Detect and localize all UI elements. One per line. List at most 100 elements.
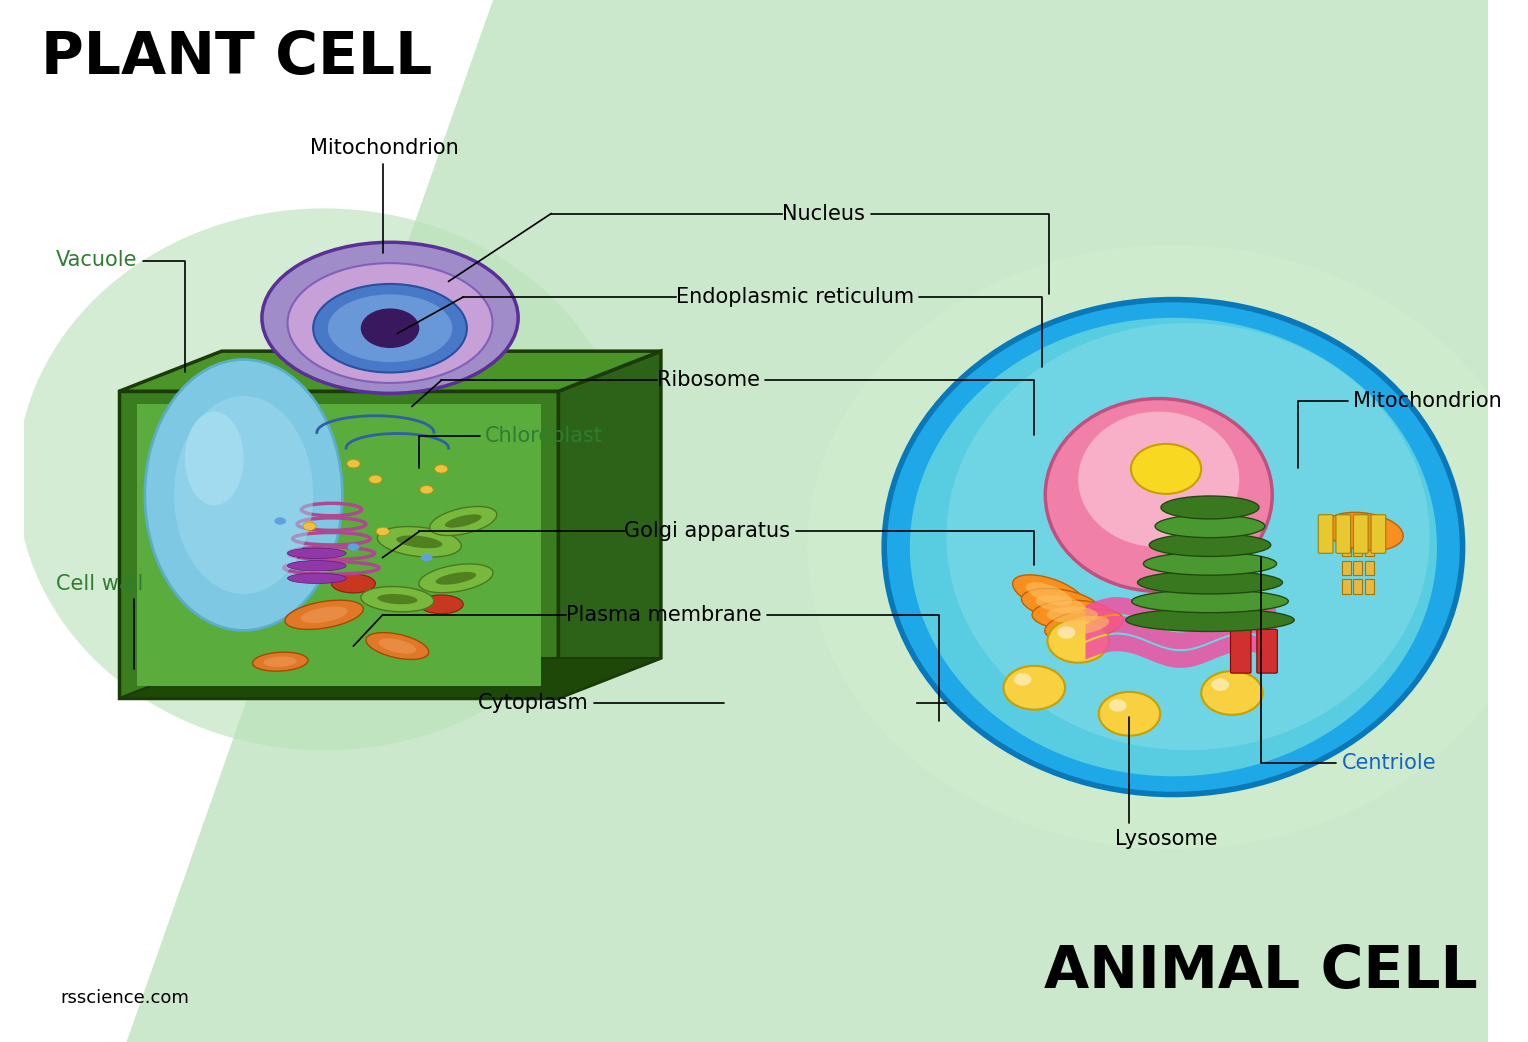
Ellipse shape bbox=[377, 594, 417, 604]
Ellipse shape bbox=[361, 587, 434, 612]
Ellipse shape bbox=[1079, 412, 1239, 547]
Ellipse shape bbox=[376, 527, 390, 536]
Ellipse shape bbox=[332, 574, 376, 593]
Text: Mitochondrion: Mitochondrion bbox=[310, 138, 458, 252]
Ellipse shape bbox=[1143, 552, 1276, 575]
Ellipse shape bbox=[419, 564, 494, 593]
Ellipse shape bbox=[1031, 600, 1112, 629]
Ellipse shape bbox=[17, 208, 631, 750]
Bar bbox=[1342, 542, 1351, 556]
Text: Ribosome: Ribosome bbox=[657, 370, 1034, 435]
Ellipse shape bbox=[1132, 590, 1288, 613]
Ellipse shape bbox=[1048, 619, 1109, 663]
Ellipse shape bbox=[263, 656, 296, 667]
Ellipse shape bbox=[1059, 616, 1109, 635]
Text: Cell wall: Cell wall bbox=[57, 573, 144, 669]
Ellipse shape bbox=[1109, 699, 1126, 712]
Ellipse shape bbox=[174, 396, 313, 594]
Polygon shape bbox=[136, 403, 541, 686]
Ellipse shape bbox=[1045, 610, 1123, 641]
Ellipse shape bbox=[287, 573, 347, 584]
Polygon shape bbox=[24, 0, 492, 1042]
Polygon shape bbox=[119, 659, 662, 698]
Ellipse shape bbox=[1021, 589, 1100, 620]
Ellipse shape bbox=[1149, 534, 1271, 556]
FancyBboxPatch shape bbox=[1258, 629, 1277, 673]
Bar bbox=[1365, 542, 1374, 556]
Ellipse shape bbox=[435, 572, 477, 585]
Ellipse shape bbox=[1155, 515, 1265, 538]
Ellipse shape bbox=[365, 632, 429, 660]
Ellipse shape bbox=[1047, 606, 1099, 623]
Text: ANIMAL CELL: ANIMAL CELL bbox=[1044, 943, 1478, 999]
Ellipse shape bbox=[329, 294, 452, 362]
Text: Golgi apparatus: Golgi apparatus bbox=[625, 521, 1034, 565]
Ellipse shape bbox=[275, 517, 286, 525]
Text: Endoplasmic reticulum: Endoplasmic reticulum bbox=[675, 287, 1042, 367]
Ellipse shape bbox=[287, 561, 347, 571]
Text: Nucleus: Nucleus bbox=[782, 203, 1048, 294]
Text: Chloroplast: Chloroplast bbox=[419, 425, 604, 468]
Polygon shape bbox=[119, 351, 662, 391]
Ellipse shape bbox=[1126, 609, 1294, 631]
Bar bbox=[1354, 542, 1363, 556]
Ellipse shape bbox=[434, 465, 448, 473]
Bar bbox=[1354, 561, 1363, 575]
Ellipse shape bbox=[420, 486, 434, 494]
Ellipse shape bbox=[377, 526, 461, 557]
Ellipse shape bbox=[807, 245, 1528, 849]
Ellipse shape bbox=[1099, 692, 1160, 736]
Ellipse shape bbox=[396, 536, 443, 548]
Ellipse shape bbox=[145, 359, 342, 630]
FancyBboxPatch shape bbox=[1371, 515, 1386, 553]
Ellipse shape bbox=[379, 639, 416, 653]
Ellipse shape bbox=[252, 652, 309, 671]
Bar bbox=[1354, 579, 1363, 594]
Ellipse shape bbox=[361, 308, 419, 348]
Polygon shape bbox=[127, 0, 1488, 1042]
FancyBboxPatch shape bbox=[1319, 515, 1332, 553]
Ellipse shape bbox=[1004, 666, 1065, 710]
Bar bbox=[1365, 579, 1374, 594]
Text: Cytoplasm: Cytoplasm bbox=[478, 693, 724, 714]
Ellipse shape bbox=[284, 600, 364, 629]
Ellipse shape bbox=[287, 264, 492, 382]
Ellipse shape bbox=[347, 460, 361, 468]
FancyBboxPatch shape bbox=[1230, 629, 1251, 673]
Polygon shape bbox=[119, 391, 558, 698]
Ellipse shape bbox=[1045, 398, 1273, 592]
Ellipse shape bbox=[1025, 582, 1071, 605]
Ellipse shape bbox=[303, 522, 316, 530]
Ellipse shape bbox=[429, 506, 497, 536]
Text: Lysosome: Lysosome bbox=[1115, 717, 1218, 849]
Ellipse shape bbox=[1201, 671, 1262, 715]
Ellipse shape bbox=[368, 475, 382, 483]
Bar bbox=[1365, 561, 1374, 575]
Ellipse shape bbox=[1161, 496, 1259, 519]
Ellipse shape bbox=[287, 548, 347, 559]
Polygon shape bbox=[558, 351, 662, 698]
Ellipse shape bbox=[1057, 626, 1076, 639]
Ellipse shape bbox=[261, 242, 518, 393]
Ellipse shape bbox=[1325, 513, 1403, 550]
Ellipse shape bbox=[1013, 673, 1031, 686]
Text: Mitochondrion: Mitochondrion bbox=[1297, 391, 1502, 468]
Ellipse shape bbox=[185, 412, 243, 505]
Text: Plasma membrane: Plasma membrane bbox=[565, 604, 940, 721]
Ellipse shape bbox=[445, 515, 481, 527]
Bar bbox=[1342, 561, 1351, 575]
Ellipse shape bbox=[1013, 575, 1085, 613]
Text: Vacuole: Vacuole bbox=[57, 250, 185, 372]
Bar bbox=[1342, 579, 1351, 594]
Ellipse shape bbox=[1036, 595, 1085, 614]
Ellipse shape bbox=[313, 283, 468, 372]
Ellipse shape bbox=[347, 544, 359, 550]
Ellipse shape bbox=[419, 595, 463, 614]
Ellipse shape bbox=[1212, 678, 1229, 691]
Ellipse shape bbox=[1131, 444, 1201, 494]
Ellipse shape bbox=[301, 606, 348, 623]
Text: Centriole: Centriole bbox=[1261, 557, 1436, 773]
Text: rsscience.com: rsscience.com bbox=[61, 989, 189, 1008]
Text: PLANT CELL: PLANT CELL bbox=[41, 29, 432, 85]
Ellipse shape bbox=[420, 554, 432, 561]
